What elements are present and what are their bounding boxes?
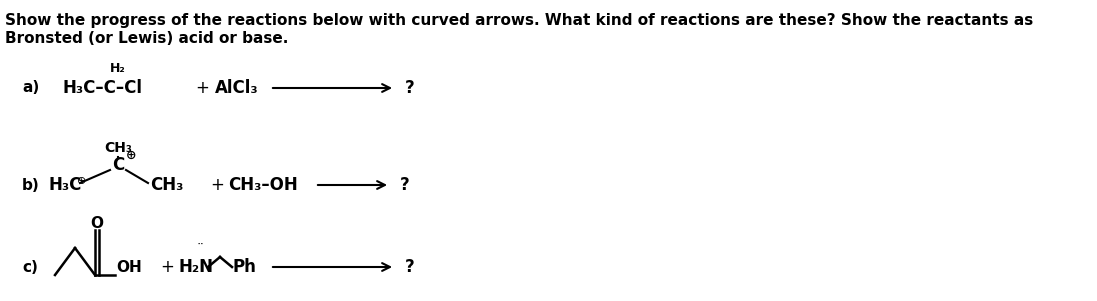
- Text: ?: ?: [405, 258, 415, 276]
- Text: O: O: [90, 216, 103, 231]
- Text: ⊕: ⊕: [77, 176, 87, 186]
- Text: Bronsted (or Lewis) acid or base.: Bronsted (or Lewis) acid or base.: [5, 31, 289, 46]
- Text: +: +: [195, 79, 208, 97]
- Text: AlCl₃: AlCl₃: [215, 79, 259, 97]
- Text: Show the progress of the reactions below with curved arrows. What kind of reacti: Show the progress of the reactions below…: [5, 13, 1033, 28]
- Text: +: +: [210, 176, 224, 194]
- Text: ¨: ¨: [196, 244, 204, 258]
- Text: H₃C: H₃C: [48, 176, 81, 194]
- Text: a): a): [22, 80, 39, 95]
- Text: ?: ?: [400, 176, 410, 194]
- Text: CH₃: CH₃: [104, 141, 132, 155]
- Text: CH₃: CH₃: [150, 176, 183, 194]
- Text: c): c): [22, 259, 38, 275]
- Text: H₂: H₂: [110, 61, 126, 75]
- Text: Ph: Ph: [231, 258, 256, 276]
- Text: b): b): [22, 178, 39, 193]
- Text: OH: OH: [116, 259, 142, 275]
- Text: +: +: [160, 258, 174, 276]
- Text: C: C: [112, 156, 124, 174]
- Text: ⊕: ⊕: [126, 148, 136, 162]
- Text: CH₃–OH: CH₃–OH: [228, 176, 297, 194]
- Text: H₂N: H₂N: [178, 258, 213, 276]
- Text: H₃C–C–Cl: H₃C–C–Cl: [63, 79, 142, 97]
- Text: ?: ?: [405, 79, 415, 97]
